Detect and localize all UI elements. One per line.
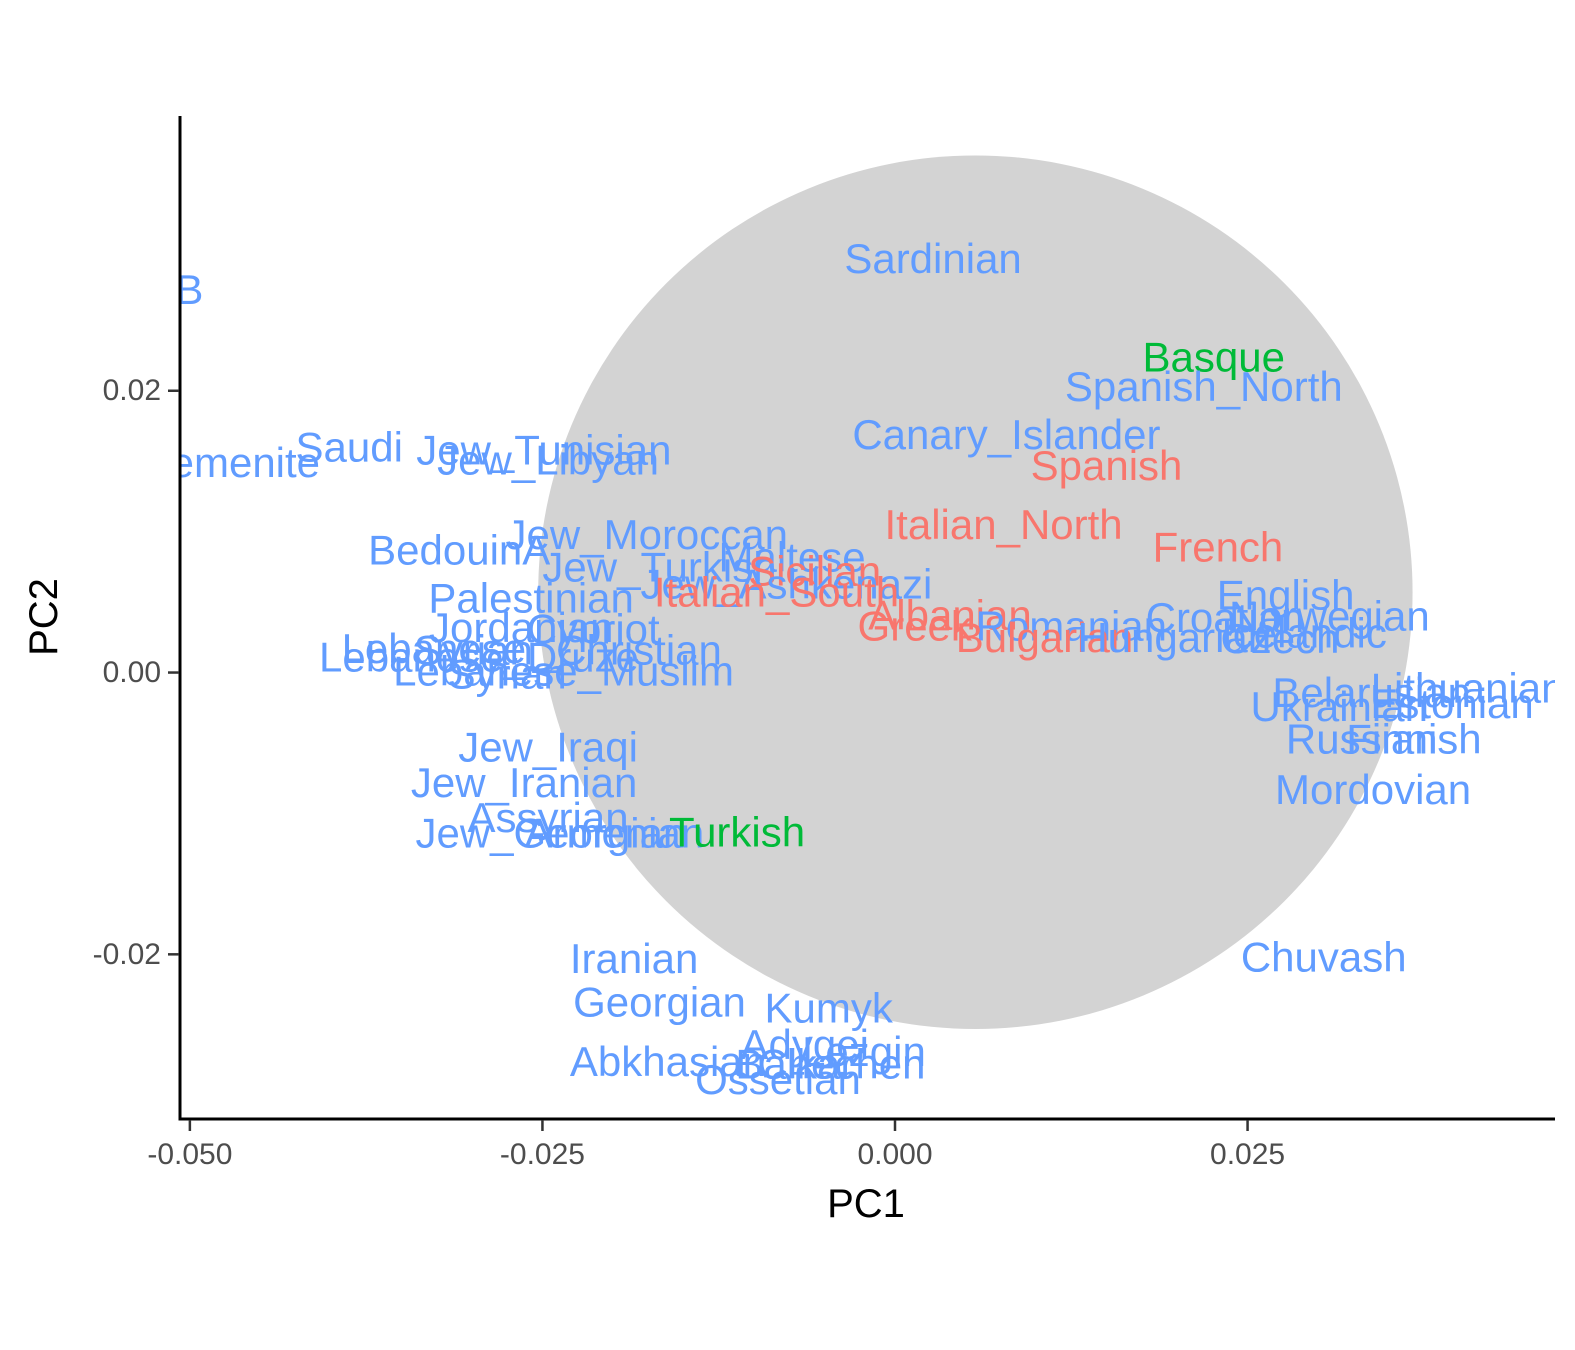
point-label: Spanish <box>1031 442 1183 489</box>
point-label: Jew_Tunisian <box>416 426 671 473</box>
point-label: English <box>1217 572 1355 619</box>
point-label: Russian <box>1286 715 1438 762</box>
point-label: Estonian <box>1370 680 1533 727</box>
highlight-circle <box>538 155 1413 1030</box>
point-label: Norwegian <box>1229 593 1430 640</box>
point-label: Belarusian <box>1272 669 1470 716</box>
y-axis-title: PC2 <box>22 578 66 656</box>
point-label: Albanian <box>868 591 1031 638</box>
x-tick-label: -0.050 <box>147 1138 232 1171</box>
point-label: BedouinA <box>368 526 550 573</box>
point-label: Romanian <box>976 603 1167 650</box>
point-label: Croatian <box>1146 594 1305 641</box>
point-label: Sardinian <box>844 235 1021 282</box>
point-label: Georgian <box>573 979 746 1026</box>
point-label: Syrian <box>448 650 567 697</box>
point-label: Czech <box>1220 615 1339 662</box>
point-label: Italian_North <box>885 501 1123 548</box>
y-tick-label: -0.02 <box>93 938 161 971</box>
point-label: Kumyk <box>765 984 894 1031</box>
point-label: Hungarian <box>1077 614 1271 661</box>
point-label: Basque <box>1142 333 1284 380</box>
x-axis-title: PC1 <box>827 1182 905 1226</box>
point-label: Mordovian <box>1275 766 1471 813</box>
point-label: French <box>1153 524 1284 571</box>
point-label: Maltese <box>719 534 866 581</box>
point-label: Armenian <box>524 810 704 857</box>
point-label: Icelandic <box>1221 610 1387 657</box>
point-label: Lithuanian <box>1371 665 1565 712</box>
point-label: Jew_Moroccan <box>506 511 788 558</box>
point-label: Palestinian <box>428 574 633 621</box>
x-tick-label: 0.000 <box>857 1138 932 1171</box>
point-label: Canary_Islander <box>852 411 1160 458</box>
point-label: Iranian <box>570 935 698 982</box>
point-label: Spanish_North <box>1065 363 1343 410</box>
point-label: Chuvash <box>1241 934 1407 981</box>
point-label: Jew_Libyan <box>437 436 659 483</box>
point-label: Bulgarian <box>956 614 1133 661</box>
point-label: Lebanese <box>342 625 527 672</box>
point-label: Syrian_Christian <box>414 626 722 673</box>
x-axis-ticks: -0.050 -0.025 0.000 0.025 <box>147 1120 1285 1171</box>
point-label: Greek <box>858 603 973 650</box>
plot-area: BedouinB Sardinian BasqueSpanish_NorthCana… <box>21 155 1565 1103</box>
point-label: Ossetian <box>695 1056 861 1103</box>
x-tick-label: -0.025 <box>500 1138 585 1171</box>
point-labels: BedouinB Sardinian BasqueSpanish_NorthCana… <box>21 235 1565 1103</box>
point-label: Lebanese_Muslim <box>393 648 734 695</box>
point-label: Jordanian <box>429 604 613 651</box>
point-label: Italian_South <box>654 569 899 616</box>
point-label: Sicilian <box>748 548 881 595</box>
point-label: Cypriot <box>527 605 660 652</box>
point-label: Jew_Turkish <box>542 543 776 590</box>
point-label: Saudi <box>296 424 403 471</box>
point-label: Abkhasian <box>570 1038 766 1085</box>
point-label: BedouinB <box>21 266 203 313</box>
point-label: Jew_Ashkenazi <box>640 560 932 607</box>
point-label: Chechen <box>757 1041 925 1088</box>
point-label: Turkish <box>669 808 805 855</box>
x-tick-label: 0.025 <box>1210 1138 1285 1171</box>
y-axis-ticks: -0.02 0.00 0.02 <box>93 374 179 971</box>
point-label: Jew_Iraqi <box>458 724 638 771</box>
point-label: Finnish <box>1346 715 1481 762</box>
y-tick-label: 0.02 <box>103 374 161 407</box>
point-label: Jew_Iranian <box>411 759 637 806</box>
point-label: Adygei <box>741 1021 869 1068</box>
point-label: Ukrainian <box>1251 683 1428 730</box>
point-label: Jew_Georgian <box>415 810 686 857</box>
point-label: Jew_Yemenite <box>48 439 320 486</box>
y-tick-label: 0.00 <box>103 656 161 689</box>
point-label: Assyrian <box>468 794 629 841</box>
point-label: Lezgin <box>802 1028 926 1075</box>
point-label: Lebanese_Druze <box>319 634 639 681</box>
point-label: Balkar <box>735 1041 854 1088</box>
